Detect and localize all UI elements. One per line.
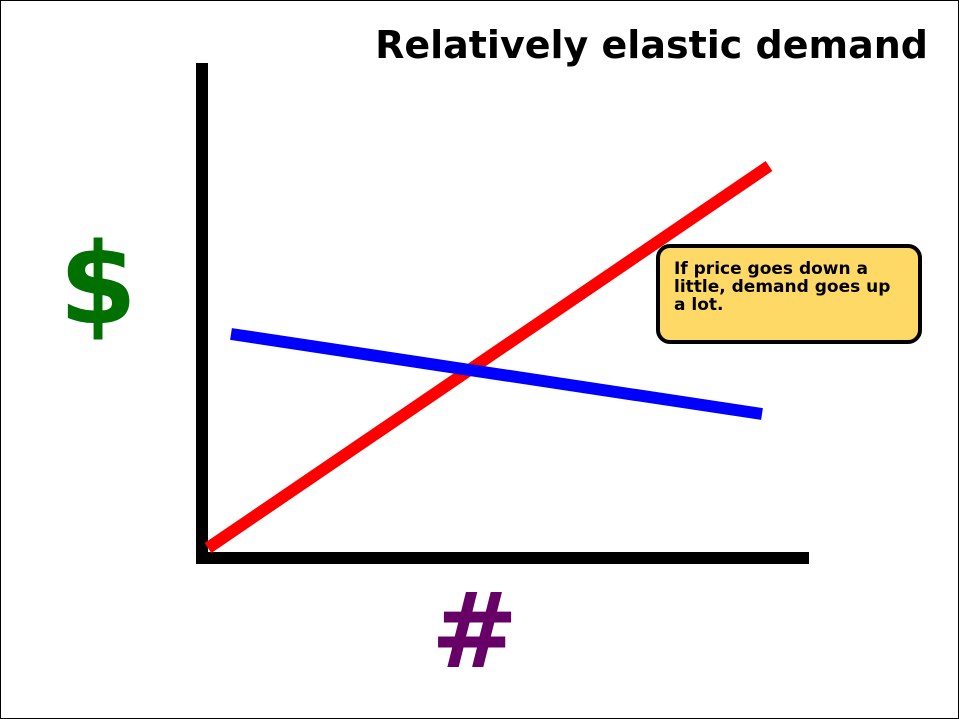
- slide-title: Relatively elastic demand: [375, 23, 928, 67]
- hash-sign-label: #: [431, 570, 519, 692]
- blue-line: [230, 328, 763, 420]
- dollar-sign-label: $: [59, 220, 137, 350]
- red-line: [204, 161, 773, 553]
- callout-box: If price goes down a little, demand goes…: [656, 244, 922, 344]
